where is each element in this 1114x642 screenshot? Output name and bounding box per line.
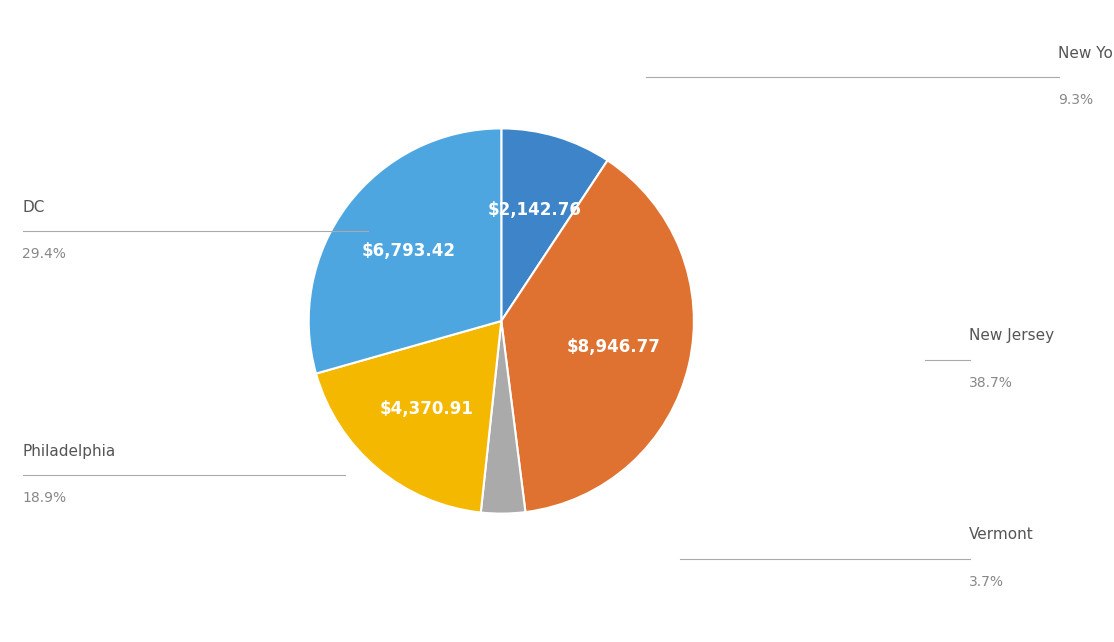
Text: New York: New York — [1058, 46, 1114, 61]
Text: 38.7%: 38.7% — [969, 376, 1013, 390]
Text: Vermont: Vermont — [969, 528, 1034, 542]
Text: $2,142.76: $2,142.76 — [488, 202, 582, 220]
Text: 18.9%: 18.9% — [22, 491, 67, 505]
Text: 9.3%: 9.3% — [1058, 93, 1094, 107]
Text: $6,793.42: $6,793.42 — [362, 242, 456, 260]
Text: DC: DC — [22, 200, 45, 215]
Wedge shape — [316, 321, 501, 512]
Text: $8,946.77: $8,946.77 — [567, 338, 661, 356]
Wedge shape — [309, 128, 501, 374]
Text: Philadelphia: Philadelphia — [22, 444, 116, 459]
Text: New Jersey: New Jersey — [969, 329, 1054, 343]
Wedge shape — [501, 160, 694, 512]
Text: $4,370.91: $4,370.91 — [380, 401, 473, 419]
Wedge shape — [481, 321, 526, 514]
Wedge shape — [501, 128, 607, 321]
Text: 29.4%: 29.4% — [22, 247, 66, 261]
Text: 3.7%: 3.7% — [969, 575, 1004, 589]
